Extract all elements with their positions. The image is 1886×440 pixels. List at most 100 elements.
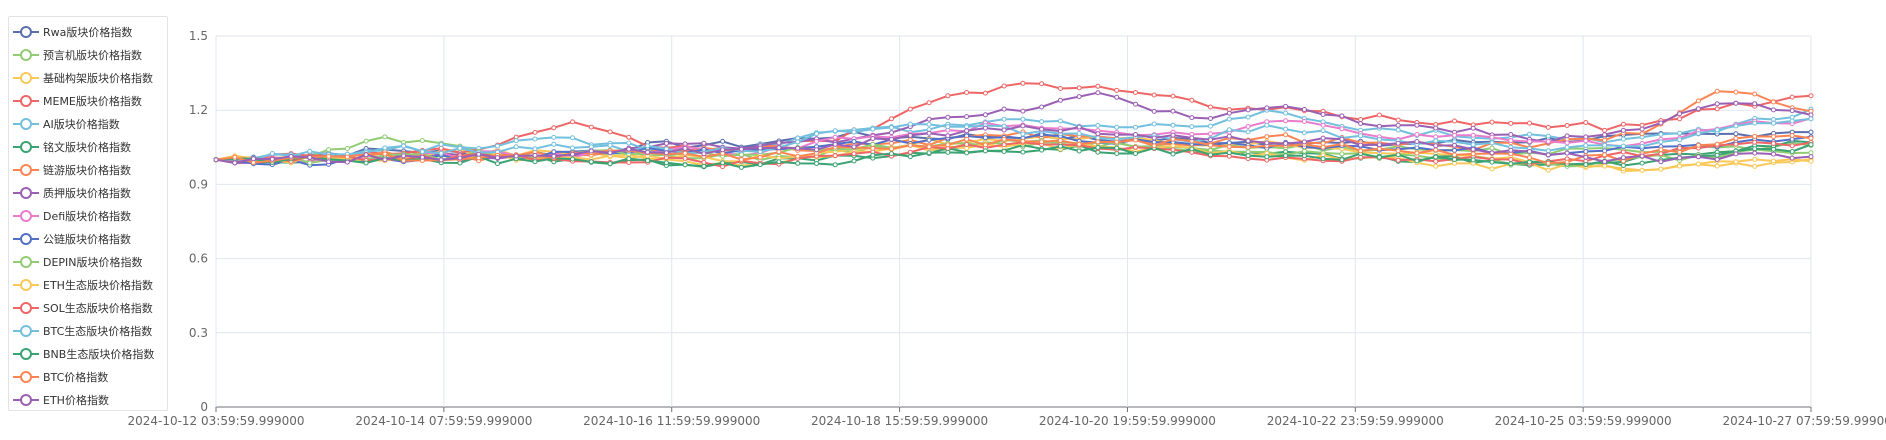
legend-item[interactable]: 铭文版块价格指数 xyxy=(13,136,131,158)
data-point xyxy=(814,138,819,144)
legend-item[interactable]: BNB生态版块价格指数 xyxy=(13,343,154,365)
data-point xyxy=(1620,143,1626,149)
data-point xyxy=(1133,90,1138,95)
x-tick-label: 2024-10-12 03:59:59.999000 xyxy=(127,414,304,428)
data-point xyxy=(1076,131,1082,136)
data-point xyxy=(1339,113,1345,119)
series-14 xyxy=(213,116,1814,163)
legend-marker-icon xyxy=(13,394,39,406)
data-point xyxy=(588,124,594,130)
data-point xyxy=(926,137,932,143)
data-point xyxy=(1301,119,1307,124)
legend-item[interactable]: SOL生态版块价格指数 xyxy=(13,297,153,319)
data-point xyxy=(1001,136,1007,142)
data-point xyxy=(1583,143,1589,148)
data-point xyxy=(1339,136,1345,142)
data-point xyxy=(1714,88,1720,94)
legend-label: BTC生态版块价格指数 xyxy=(43,325,153,338)
data-point xyxy=(1433,158,1439,164)
legend-item[interactable]: ETH生态版块价格指数 xyxy=(13,274,153,296)
legend-item[interactable]: BTC生态版块价格指数 xyxy=(13,320,152,342)
legend-item[interactable]: 基础构架版块价格指数 xyxy=(13,67,153,89)
legend-item[interactable]: 公链版块价格指数 xyxy=(13,228,131,250)
data-point xyxy=(476,151,482,157)
data-point xyxy=(1639,126,1645,132)
data-point xyxy=(757,162,763,168)
data-point xyxy=(1114,124,1120,130)
data-point xyxy=(1114,94,1120,100)
data-point xyxy=(1508,157,1514,162)
x-tick-label: 2024-10-20 19:59:59.999000 xyxy=(1039,414,1216,428)
legend-item[interactable]: DEPIN版块价格指数 xyxy=(13,251,143,273)
x-tick-label: 2024-10-27 07:59:59.999000 xyxy=(1722,414,1886,428)
legend-item[interactable]: AI版块价格指数 xyxy=(13,113,120,135)
data-point xyxy=(982,148,988,154)
data-point xyxy=(776,140,782,146)
data-point xyxy=(1527,149,1532,154)
data-point xyxy=(663,150,669,156)
data-point xyxy=(570,151,575,157)
data-point xyxy=(1789,133,1795,138)
data-point xyxy=(1620,155,1626,161)
series-line xyxy=(215,124,1812,164)
data-point xyxy=(1095,83,1101,89)
data-point xyxy=(1076,141,1082,147)
legend-item[interactable]: 链游版块价格指数 xyxy=(13,159,131,181)
data-point xyxy=(1489,134,1495,140)
data-point xyxy=(495,143,500,149)
data-point xyxy=(382,134,388,140)
data-point xyxy=(1695,161,1701,167)
data-point xyxy=(1320,122,1326,128)
series-line xyxy=(215,108,1812,161)
data-point xyxy=(964,136,970,142)
data-point xyxy=(1489,159,1495,165)
data-point xyxy=(570,156,575,162)
x-tick-label: 2024-10-22 23:59:59.999000 xyxy=(1267,414,1444,428)
data-point xyxy=(1039,81,1045,87)
data-point xyxy=(1752,156,1758,162)
data-point xyxy=(907,106,913,112)
data-point xyxy=(1095,131,1101,137)
data-point xyxy=(1189,97,1195,103)
data-point xyxy=(1677,111,1683,117)
data-point xyxy=(982,135,988,141)
legend-item[interactable]: BTC价格指数 xyxy=(13,366,108,388)
data-point xyxy=(964,128,970,134)
legend-marker-icon xyxy=(13,325,39,337)
data-point xyxy=(814,131,819,137)
data-point xyxy=(1057,97,1063,103)
legend-item[interactable]: ETH价格指数 xyxy=(13,389,109,411)
data-point xyxy=(1264,140,1270,146)
data-point xyxy=(1320,144,1326,150)
legend-item[interactable]: Rwa版块价格指数 xyxy=(13,21,132,43)
data-point xyxy=(1414,158,1420,164)
data-point xyxy=(1095,90,1101,96)
legend-marker-icon xyxy=(13,118,39,130)
data-point xyxy=(1020,123,1026,129)
data-point xyxy=(776,149,782,155)
data-point xyxy=(907,142,913,148)
data-point xyxy=(1114,139,1120,145)
data-point xyxy=(1114,132,1120,138)
data-point xyxy=(532,159,538,165)
data-point xyxy=(889,140,894,146)
data-point xyxy=(251,156,256,162)
data-point xyxy=(626,140,632,146)
data-point xyxy=(663,146,669,152)
legend-item[interactable]: 预言机版块价格指数 xyxy=(13,44,142,66)
data-point xyxy=(588,159,594,165)
legend-label: 质押版块价格指数 xyxy=(43,187,131,200)
data-point xyxy=(1020,149,1026,155)
data-point xyxy=(926,100,932,106)
data-point xyxy=(1677,149,1683,155)
data-point xyxy=(645,158,651,164)
data-point xyxy=(720,160,726,166)
legend-item[interactable]: MEME版块价格指数 xyxy=(13,90,142,112)
data-point xyxy=(701,140,707,146)
data-point xyxy=(1226,140,1232,146)
legend-item[interactable]: 质押版块价格指数 xyxy=(13,182,131,204)
data-point xyxy=(832,162,838,168)
legend-item[interactable]: Defi版块价格指数 xyxy=(13,205,131,227)
data-point xyxy=(1658,151,1664,157)
data-point xyxy=(1545,124,1551,130)
